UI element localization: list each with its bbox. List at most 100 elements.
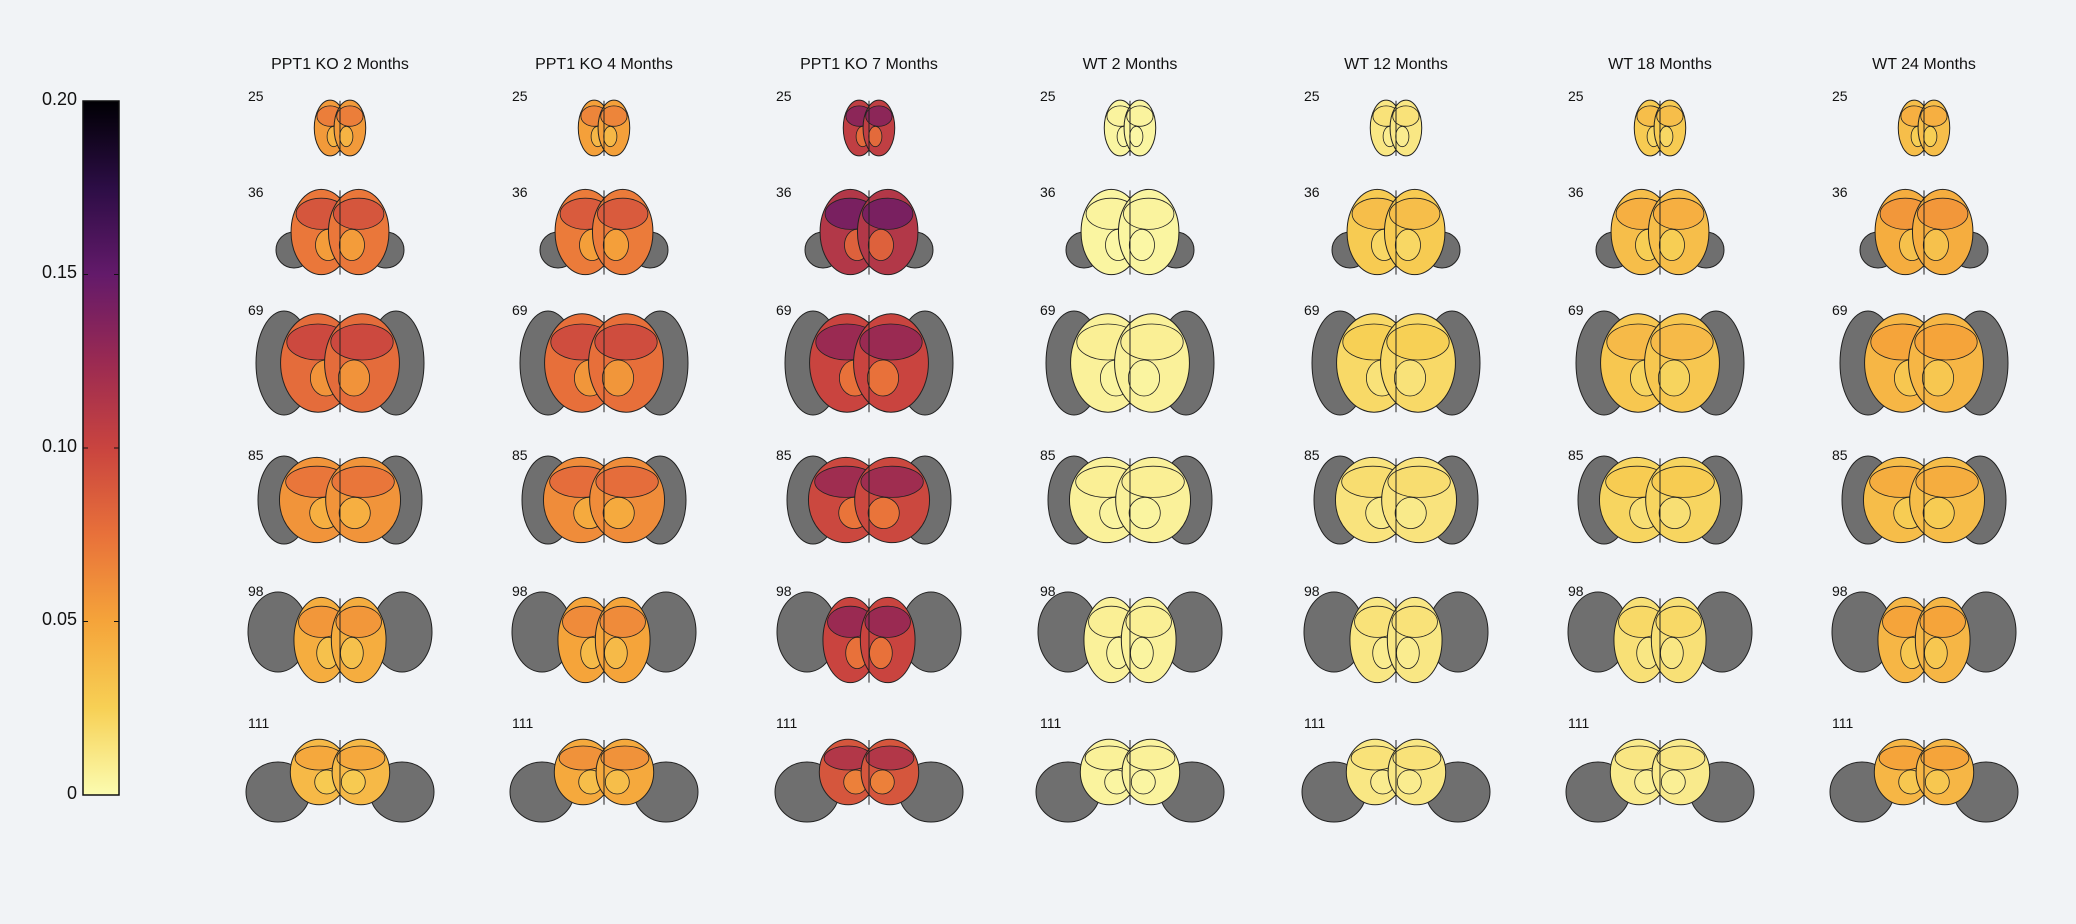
cortical-region	[1126, 745, 1176, 771]
subcortical-region	[1396, 769, 1422, 795]
brain-slice	[776, 591, 962, 684]
slice-label: 85	[248, 447, 264, 463]
slice-label: 69	[1832, 302, 1848, 318]
cortical-region	[336, 745, 386, 771]
cortical-region	[600, 105, 628, 127]
slice-label: 25	[1832, 88, 1848, 104]
cortical-region	[1391, 605, 1438, 638]
slice-label: 111	[1304, 715, 1325, 731]
brain-slice	[1311, 310, 1481, 416]
brain-slice	[313, 99, 367, 157]
slice-label: 98	[512, 583, 528, 599]
slice-label: 69	[1568, 302, 1584, 318]
cortical-region	[1656, 745, 1706, 771]
slice-label: 36	[1304, 184, 1320, 200]
column-title: WT 24 Months	[1872, 56, 1976, 73]
subcortical-region	[602, 496, 635, 529]
slice-label: 111	[776, 715, 797, 731]
cortical-region	[336, 105, 364, 127]
cortical-region	[1914, 323, 1978, 361]
cortical-region	[599, 605, 646, 638]
slice-label: 25	[248, 88, 264, 104]
slice-label: 69	[248, 302, 264, 318]
brain-slice	[1577, 455, 1743, 545]
column-titles: PPT1 KO 2 Months PPT1 KO 4 Months PPT1 K…	[271, 56, 1976, 73]
slice-label: 111	[248, 715, 269, 731]
slice-label: 36	[1040, 184, 1056, 200]
slice-label: 69	[1040, 302, 1056, 318]
subcortical-region	[1658, 359, 1691, 397]
subcortical-region	[1658, 496, 1691, 529]
subcortical-region	[340, 637, 364, 670]
brain-slice	[1065, 188, 1195, 276]
cortical-region	[1126, 105, 1154, 127]
brain-slice	[255, 310, 425, 416]
slice-labels: 25 36 69 85 98 111 25 36 69 85 98 111 25…	[248, 88, 1853, 731]
subcortical-region	[867, 228, 894, 261]
cortical-region	[1915, 465, 1979, 498]
subcortical-region	[602, 228, 629, 261]
subcortical-region	[869, 637, 893, 670]
subcortical-region	[1395, 125, 1410, 148]
brain-slice	[511, 591, 697, 684]
subcortical-region	[338, 496, 371, 529]
subcortical-region	[1128, 496, 1161, 529]
brain-slice	[1035, 738, 1225, 823]
slice-label: 25	[1304, 88, 1320, 104]
slice-label: 25	[1568, 88, 1584, 104]
brain-slice	[1047, 455, 1213, 545]
subcortical-region	[1924, 637, 1948, 670]
subcortical-region	[868, 125, 883, 148]
column-title: WT 12 Months	[1344, 56, 1448, 73]
subcortical-region	[1923, 125, 1938, 148]
brain-slice	[1037, 591, 1223, 684]
colorbar-tick-label: 0.10	[42, 436, 77, 456]
slice-label: 36	[1832, 184, 1848, 200]
slice-label: 69	[512, 302, 528, 318]
subcortical-region	[604, 637, 628, 670]
brain-slice	[774, 738, 964, 823]
slice-label: 25	[512, 88, 528, 104]
subcortical-region	[1922, 496, 1955, 529]
cortical-region	[859, 323, 923, 361]
slice-label: 25	[776, 88, 792, 104]
cortical-region	[1392, 745, 1442, 771]
column-title: WT 2 Months	[1083, 56, 1178, 73]
cortical-region	[865, 105, 893, 127]
slice-label: 69	[776, 302, 792, 318]
slice-label: 98	[1568, 583, 1584, 599]
cortical-region	[1650, 323, 1714, 361]
brain-slice	[1331, 188, 1461, 276]
cortical-region	[597, 197, 649, 230]
slice-label: 85	[1304, 447, 1320, 463]
brain-slice	[1595, 188, 1725, 276]
subcortical-region	[1128, 228, 1155, 261]
cortical-region	[330, 323, 394, 361]
slice-label: 85	[1568, 447, 1584, 463]
cortical-region	[600, 745, 650, 771]
colorbar-tick-label: 0	[67, 783, 77, 803]
subcortical-region	[1130, 769, 1156, 795]
slice-label: 111	[1568, 715, 1589, 731]
subcortical-region	[1660, 769, 1686, 795]
brain-slice	[1303, 591, 1489, 684]
subcortical-region	[1922, 228, 1949, 261]
column-title: PPT1 KO 2 Months	[271, 56, 409, 73]
slice-label: 98	[248, 583, 264, 599]
slice-label: 98	[1832, 583, 1848, 599]
brain-slice	[1565, 738, 1755, 823]
cortical-region	[1123, 197, 1175, 230]
slice-label: 36	[512, 184, 528, 200]
subcortical-region	[1394, 496, 1427, 529]
cortical-region	[1651, 465, 1715, 498]
subcortical-region	[1129, 125, 1144, 148]
slice-label: 98	[1040, 583, 1056, 599]
cortical-region	[1386, 323, 1450, 361]
cortical-region	[1656, 105, 1684, 127]
slice-label: 85	[1832, 447, 1848, 463]
subcortical-region	[1660, 637, 1684, 670]
brain-slice	[521, 455, 687, 545]
brain-slice	[1103, 99, 1157, 157]
cortical-region	[1389, 197, 1441, 230]
